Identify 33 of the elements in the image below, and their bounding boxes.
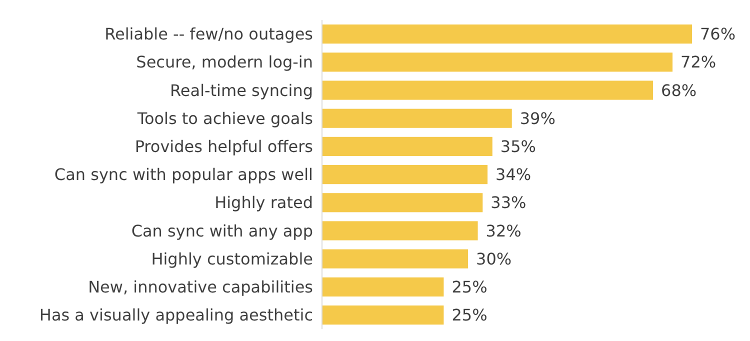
y-tick-label: Can sync with popular apps well <box>54 165 313 184</box>
y-tick-label: Tools to achieve goals <box>136 108 313 128</box>
data-label: 68% <box>661 80 697 100</box>
data-label: 32% <box>486 221 522 240</box>
y-tick-label: Real-time syncing <box>170 80 313 100</box>
y-tick-label: Highly rated <box>214 193 313 212</box>
bar <box>322 164 488 184</box>
y-tick-label: New, innovative capabilities <box>88 277 313 296</box>
data-label: 72% <box>680 52 716 72</box>
bar <box>322 305 444 325</box>
bar <box>322 277 444 297</box>
y-tick-label: Secure, modern log-in <box>136 52 313 72</box>
bar <box>322 108 512 128</box>
bar <box>322 136 492 156</box>
bar <box>322 24 692 44</box>
data-label: 35% <box>500 136 536 156</box>
y-tick-label: Highly customizable <box>151 249 313 268</box>
bar <box>322 80 654 100</box>
bar <box>322 52 673 72</box>
bar <box>322 193 483 212</box>
y-tick-label: Can sync with any app <box>131 221 313 240</box>
bar <box>322 221 478 240</box>
data-label: 39% <box>520 108 556 128</box>
bar <box>322 249 468 268</box>
data-label: 76% <box>700 24 736 44</box>
y-tick-label: Has a visually appealing aesthetic <box>39 306 313 325</box>
data-label: 25% <box>452 277 488 296</box>
data-label: 34% <box>496 165 532 184</box>
y-tick-label: Reliable -- few/no outages <box>104 24 313 44</box>
data-label: 33% <box>490 193 526 212</box>
data-label: 25% <box>452 306 488 325</box>
y-tick-label: Provides helpful offers <box>134 136 313 156</box>
data-label: 30% <box>476 249 512 268</box>
